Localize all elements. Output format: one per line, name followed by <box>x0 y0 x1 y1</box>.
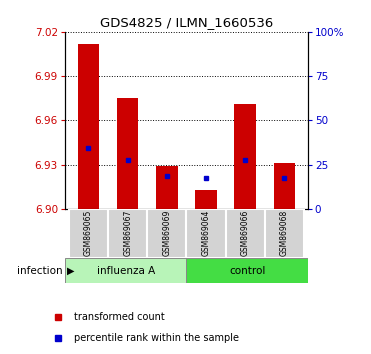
Bar <box>65 258 187 283</box>
Bar <box>234 104 256 209</box>
Bar <box>187 258 308 283</box>
Bar <box>69 209 108 258</box>
Text: GSM869064: GSM869064 <box>201 210 210 256</box>
Bar <box>195 190 217 209</box>
Bar <box>265 209 304 258</box>
Text: GSM869067: GSM869067 <box>123 210 132 256</box>
Bar <box>147 209 187 258</box>
Text: GDS4825 / ILMN_1660536: GDS4825 / ILMN_1660536 <box>100 16 273 29</box>
Bar <box>156 166 178 209</box>
Text: control: control <box>229 266 265 276</box>
Bar <box>226 209 265 258</box>
Bar <box>187 209 226 258</box>
Bar <box>117 98 138 209</box>
Text: influenza A: influenza A <box>96 266 155 276</box>
Text: GSM869065: GSM869065 <box>84 210 93 256</box>
Text: percentile rank within the sample: percentile rank within the sample <box>74 332 239 343</box>
Text: infection: infection <box>17 266 63 276</box>
Text: GSM869066: GSM869066 <box>241 210 250 256</box>
Text: GSM869069: GSM869069 <box>162 210 171 256</box>
Bar <box>78 44 99 209</box>
Bar <box>108 209 147 258</box>
Text: transformed count: transformed count <box>74 312 165 322</box>
Text: ▶: ▶ <box>67 266 74 276</box>
Bar <box>274 163 295 209</box>
Text: GSM869068: GSM869068 <box>280 210 289 256</box>
